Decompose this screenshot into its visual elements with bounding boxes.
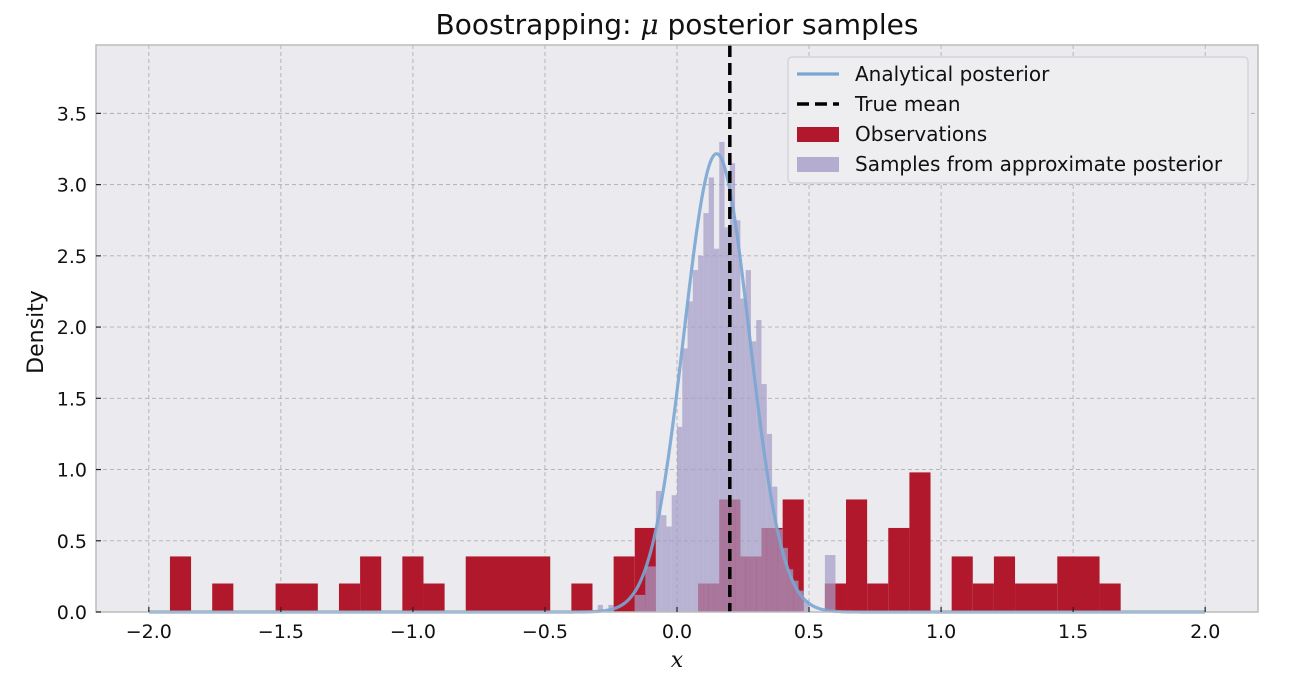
sample-bar: [777, 529, 783, 612]
x-axis-label: x: [671, 648, 684, 673]
sample-bar: [782, 547, 788, 612]
observation-bar: [846, 499, 868, 612]
sample-bar: [645, 566, 656, 612]
sample-bar: [824, 555, 836, 612]
x-tick-label: 1.0: [926, 621, 956, 643]
y-tick-label: 2.5: [57, 246, 87, 268]
sample-bar: [729, 163, 736, 612]
sample-bar: [745, 270, 751, 612]
observation-bar: [571, 583, 593, 612]
legend-label-samples: Samples from approximate posterior: [855, 152, 1223, 176]
observation-bar: [360, 556, 382, 612]
observation-bar: [338, 583, 361, 612]
legend-box: [787, 56, 1249, 184]
observation-bar: [402, 556, 424, 612]
sample-bar: [787, 569, 794, 612]
sample-bar: [713, 248, 720, 612]
chart-title-prefix: Boostrapping:: [436, 8, 641, 41]
sample-bar: [703, 213, 709, 612]
legend-label-observations: Observations: [855, 122, 987, 146]
x-tick-label: 0.0: [662, 621, 692, 643]
legend: Analytical posterior True mean Observati…: [787, 56, 1249, 184]
y-tick-label: 0.5: [57, 531, 87, 553]
sample-bar: [735, 220, 741, 612]
sample-bar: [766, 433, 773, 612]
sample-bar: [682, 348, 688, 612]
observation-bar: [867, 583, 889, 612]
y-axis-label: Density: [24, 290, 49, 374]
observation-bar: [1015, 583, 1058, 612]
sample-bar: [724, 227, 730, 613]
y-tick-label: 3.5: [57, 103, 87, 125]
x-tick-label: −1.5: [258, 621, 304, 643]
sample-bar: [661, 515, 667, 612]
svg-text:Boostrapping: μ posterior samp: Boostrapping: μ posterior samples: [436, 8, 919, 41]
x-tick-label: −1.0: [390, 621, 436, 643]
x-axis-ticks: −2.0 −1.5 −1.0 −0.5 0.0 0.5 1.0 1.5 2.0: [126, 607, 1220, 643]
y-tick-label: 2.0: [57, 317, 87, 339]
legend-label-analytical-posterior: Analytical posterior: [855, 62, 1050, 86]
legend-label-true-mean: True mean: [854, 92, 961, 116]
sample-bar: [671, 495, 677, 612]
samples-histogram: [597, 141, 836, 613]
sample-bar: [698, 255, 704, 612]
observation-bar: [275, 583, 318, 612]
observation-bar: [888, 527, 910, 612]
y-tick-label: 1.0: [57, 460, 87, 482]
sample-bar: [761, 384, 767, 612]
observation-bar: [169, 556, 192, 612]
sample-bar: [719, 141, 725, 612]
observation-bar: [1099, 583, 1121, 612]
observation-bar: [909, 472, 931, 612]
y-tick-label: 1.5: [57, 388, 87, 410]
y-tick-label: 3.0: [57, 175, 87, 197]
x-tick-label: −2.0: [126, 621, 172, 643]
sample-bar: [634, 594, 646, 612]
chart-title: Boostrapping: μ posterior samples: [436, 8, 919, 41]
x-tick-label: 2.0: [1190, 621, 1220, 643]
legend-swatch-observations: [797, 127, 839, 142]
sample-bar: [677, 426, 683, 612]
observation-bar: [993, 556, 1016, 612]
y-tick-label: 0.0: [57, 602, 87, 624]
sample-bar: [687, 301, 693, 612]
sample-bar: [666, 526, 672, 612]
sample-bar: [772, 486, 778, 612]
chart-title-symbol: μ: [640, 8, 658, 41]
observation-bar: [212, 583, 234, 612]
sample-bar: [750, 341, 757, 612]
observation-bar: [423, 583, 445, 612]
observation-bar: [972, 583, 994, 612]
sample-bar: [708, 177, 714, 613]
sample-bar: [803, 600, 810, 612]
legend-swatch-samples: [797, 157, 839, 172]
sample-bar: [740, 298, 746, 612]
sample-bar: [692, 270, 699, 612]
observation-bar: [1057, 556, 1100, 612]
observation-bar: [465, 556, 551, 612]
sample-bar: [597, 604, 604, 612]
chart-title-suffix: posterior samples: [659, 8, 919, 41]
x-tick-label: 0.5: [794, 621, 824, 643]
x-tick-label: −0.5: [522, 621, 568, 643]
sample-bar: [756, 319, 762, 612]
y-axis-ticks: 0.0 0.5 1.0 1.5 2.0 2.5 3.0 3.5: [57, 103, 101, 624]
sample-bar: [793, 580, 799, 612]
sample-bar: [798, 590, 804, 612]
x-tick-label: 1.5: [1058, 621, 1088, 643]
sample-bar: [655, 490, 662, 612]
observation-bar: [951, 556, 973, 612]
